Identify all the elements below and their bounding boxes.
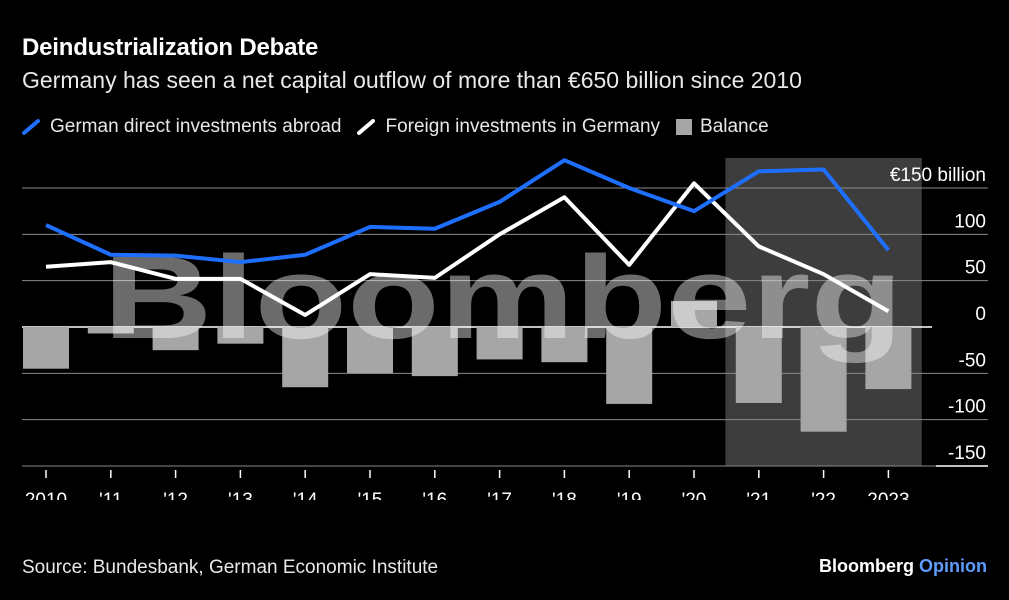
x-tick-label: '13 (228, 490, 253, 500)
legend-item-foreign: Foreign investments in Germany (357, 116, 660, 138)
chart-title: Deindustrialization Debate (22, 34, 319, 61)
legend-item-balance: Balance (676, 116, 769, 138)
balance-bar (671, 301, 717, 327)
legend-white-line-swatch (357, 119, 376, 135)
x-tick-label: '21 (746, 490, 771, 500)
x-tick-label: '11 (99, 490, 122, 500)
chart-plot: €150 billion 100 50 0 -50 -100 -150 Bloomberg 20… (22, 158, 988, 500)
legend-gray-box-swatch (676, 119, 693, 135)
bloomberg-opinion-logo: Bloomberg Opinion (819, 556, 987, 577)
balance-bar (282, 327, 329, 388)
source-note: Source: Bundesbank, German Economic Inst… (22, 557, 439, 578)
chart-subtitle: Germany has seen a net capital outflow o… (22, 67, 802, 93)
y-tick-label: -50 (959, 350, 986, 371)
balance-bar (87, 327, 134, 334)
x-tick-label: '22 (811, 490, 836, 500)
y-tick-label: 50 (965, 258, 986, 279)
foreign-investment-line (45, 181, 890, 317)
legend-label-balance: Balance (700, 116, 769, 137)
brand-main: Bloomberg (818, 556, 914, 576)
legend-label-foreign: Foreign investments in Germany (385, 116, 661, 137)
balance-bar (606, 327, 653, 404)
x-tick-label: '16 (422, 490, 447, 500)
balance-bar (23, 327, 69, 369)
legend-blue-line-swatch (22, 119, 40, 135)
balance-bar (347, 327, 393, 374)
x-tick-label: '19 (617, 490, 642, 500)
direct-investment-line (45, 158, 890, 265)
balance-bar (735, 327, 782, 403)
y-tick-label: -150 (948, 443, 986, 464)
legend-item-abroad: German direct investments abroad (22, 116, 341, 138)
legend: German direct investments abroad Foreign… (22, 116, 785, 138)
y-tick-label: 0 (975, 304, 986, 325)
balance-bar (476, 327, 523, 360)
balance-bar (800, 327, 847, 432)
y-tick-label: -100 (948, 397, 986, 418)
y-tick-label: 100 (954, 211, 986, 232)
x-tick-label: 2023 (867, 490, 909, 500)
watermark-logo: Bloomberg (103, 232, 903, 364)
balance-bar (217, 327, 264, 344)
y-tick-label: €150 billion (890, 165, 986, 186)
x-tick-label: '18 (552, 490, 577, 500)
balance-bar (865, 327, 912, 390)
balance-bar (541, 327, 588, 363)
x-tick-label: '17 (487, 490, 512, 500)
legend-label-abroad: German direct investments abroad (50, 116, 342, 137)
balance-bar (152, 327, 199, 351)
x-tick-label: '14 (293, 490, 318, 500)
x-tick-label: '12 (163, 490, 188, 500)
x-tick-label: '15 (358, 490, 383, 500)
x-tick-label: 2010 (25, 490, 67, 500)
balance-bar (411, 327, 458, 377)
x-tick-label: '20 (682, 490, 707, 500)
brand-accent: Opinion (919, 556, 987, 576)
